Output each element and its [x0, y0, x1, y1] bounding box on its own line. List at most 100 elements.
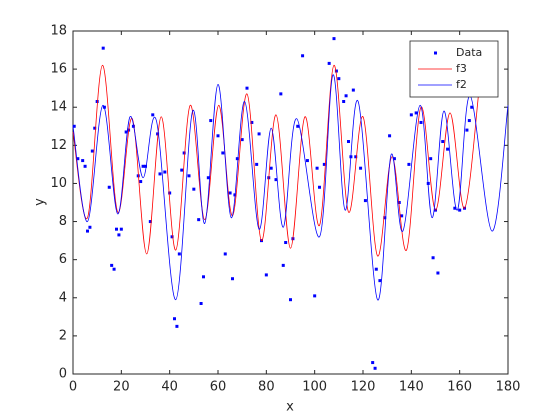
data-point [182, 151, 186, 155]
data-point [441, 140, 445, 144]
data-point [199, 301, 203, 305]
data-point [436, 271, 440, 275]
data-point [284, 241, 288, 245]
data-point [250, 120, 254, 124]
x-tick-label: 0 [69, 380, 77, 395]
data-point [223, 252, 227, 256]
data-point [274, 178, 278, 182]
data-point [446, 147, 450, 151]
data-point [392, 157, 396, 161]
line-f3 [72, 64, 480, 257]
data-point [344, 94, 348, 98]
data-point [192, 187, 196, 191]
data-point [112, 267, 116, 271]
legend-marker [434, 51, 437, 55]
data-point [334, 69, 338, 73]
data-point [235, 157, 239, 161]
data-point [301, 54, 305, 58]
data-point [419, 120, 423, 124]
data-point [197, 218, 201, 222]
data-point [347, 140, 350, 144]
data-point [177, 252, 181, 256]
data-point [144, 164, 147, 168]
y-tick-label: 14 [50, 100, 67, 115]
data-point [209, 119, 213, 123]
data-point [90, 149, 94, 153]
x-tick-label: 40 [161, 380, 178, 395]
data-point [400, 214, 404, 218]
data-point [269, 166, 273, 170]
data-point [139, 180, 143, 184]
line-f2 [72, 74, 509, 301]
y-tick-label: 8 [59, 214, 67, 229]
data-point [332, 37, 336, 41]
data-point [216, 134, 220, 138]
data-point [363, 199, 367, 203]
data-point [72, 124, 76, 128]
x-tick-label: 160 [447, 380, 472, 395]
data-point [264, 273, 268, 277]
data-point [124, 130, 128, 134]
data-point [409, 113, 413, 117]
data-point [465, 128, 469, 132]
data-point [228, 191, 232, 195]
data-point [322, 162, 326, 166]
data-point [180, 168, 184, 172]
y-tick-label: 10 [50, 176, 67, 191]
data-point [158, 172, 162, 176]
data-point [354, 155, 358, 159]
data-point [231, 277, 234, 281]
data-point [470, 105, 474, 109]
data-point [173, 317, 176, 321]
data-point [168, 191, 172, 195]
data-point [206, 176, 210, 180]
data-point [83, 164, 87, 168]
data-point [467, 119, 471, 123]
x-tick-label: 20 [113, 380, 130, 395]
data-point [107, 185, 111, 189]
data-point [289, 298, 292, 302]
data-point [281, 263, 285, 267]
legend-label: Data [456, 46, 482, 59]
data-point [187, 174, 191, 178]
data-point [110, 263, 114, 267]
data-point [151, 113, 155, 117]
data-point [431, 256, 435, 260]
data-point [414, 111, 418, 115]
data-point [101, 46, 105, 50]
data-point [373, 366, 377, 370]
data-point [170, 235, 174, 239]
data-point [407, 162, 411, 166]
data-point [117, 233, 121, 237]
data-point [296, 124, 300, 128]
data-point [240, 138, 244, 142]
data-point [327, 61, 331, 65]
data-point [141, 164, 145, 168]
x-axis-label: x [286, 400, 294, 415]
data-point [156, 132, 160, 136]
x-tick-label: 80 [258, 380, 275, 395]
data-point [255, 162, 259, 166]
data-point [163, 170, 167, 174]
y-tick-label: 4 [59, 290, 67, 305]
y-axis-label: y [33, 198, 48, 206]
data-point [202, 275, 205, 279]
data-point [383, 216, 387, 220]
x-tick-label: 140 [399, 380, 424, 395]
y-tick-label: 16 [50, 62, 67, 77]
data-point [371, 361, 375, 365]
data-point [245, 86, 249, 90]
data-point [279, 92, 283, 96]
y-tick-label: 12 [50, 138, 67, 153]
data-point [313, 294, 317, 298]
x-tick-label: 100 [302, 380, 327, 395]
y-tick-label: 0 [59, 367, 67, 382]
data-point [86, 229, 89, 233]
data-point [388, 134, 392, 138]
data-point [115, 227, 118, 231]
data-point [359, 166, 363, 170]
data-point [148, 220, 152, 224]
data-point [315, 166, 319, 170]
